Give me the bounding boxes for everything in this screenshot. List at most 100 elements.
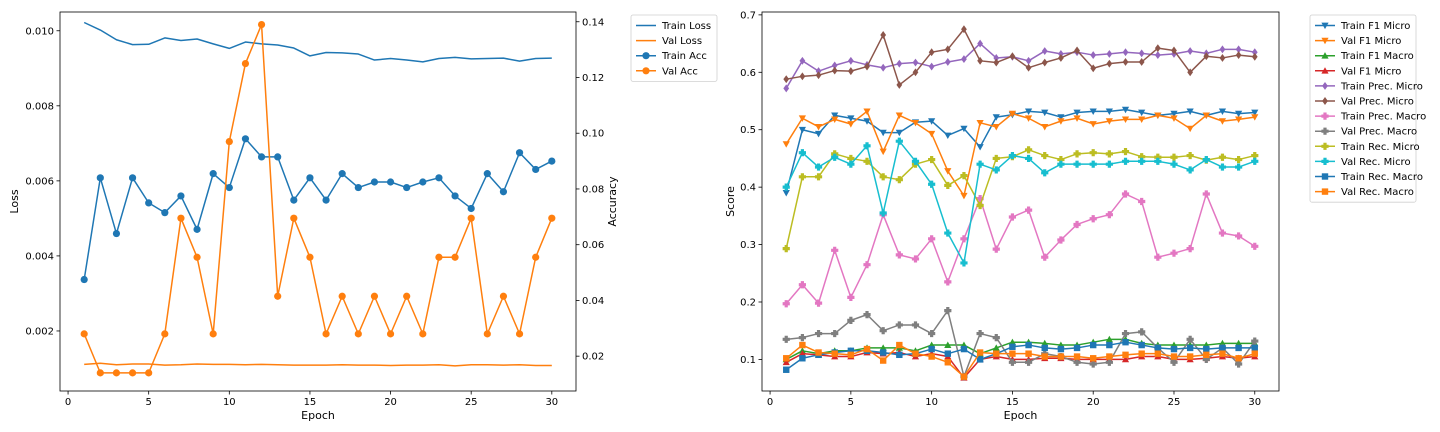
data-point [912,68,919,77]
data-point [1105,335,1113,343]
data-point [944,341,952,348]
data-point [831,246,839,254]
data-point [1170,110,1178,118]
data-point [209,330,217,338]
y-axis-label: Loss [8,189,21,213]
data-point [960,125,968,133]
data-point [1154,350,1162,357]
legend-marker [1321,67,1329,74]
data-point [799,355,806,362]
data-point [928,235,936,243]
data-point [992,114,1000,121]
data-point [1121,116,1130,123]
data-point [944,278,952,286]
data-point [112,369,121,377]
series-val-rec-micro [782,137,1259,267]
data-point [386,178,395,186]
data-point [1235,110,1243,118]
data-point [895,137,903,145]
x-tick-label: 25 [465,397,478,408]
data-point [145,199,153,207]
data-point [961,25,967,34]
data-point [1138,350,1145,357]
data-point [1251,337,1259,345]
data-point [1235,155,1243,164]
data-point [896,351,903,359]
data-point [322,330,330,338]
legend-entry: Val F1 Micro [1315,66,1401,77]
series-line-val-prec-macro [786,309,1256,378]
data-point [976,329,984,338]
data-point [1203,351,1210,359]
data-point [1009,52,1016,61]
data-point [1073,358,1081,366]
data-point [1138,49,1145,58]
data-point [992,333,1000,342]
data-point [306,174,314,182]
data-point [1203,52,1210,61]
data-point [1218,163,1227,171]
y2-tick-label: 0.14 [582,17,604,28]
legend-entry: Val Loss [636,36,702,47]
data-point [1073,150,1081,158]
data-point [992,166,1000,174]
data-point [847,293,855,301]
data-point [1025,341,1032,349]
data-point [1235,360,1243,368]
data-point [831,66,838,75]
data-point [1251,350,1258,357]
data-point [880,63,887,72]
data-point [944,307,952,315]
data-point [386,330,395,338]
legend-marker [1321,173,1329,180]
data-point [1090,64,1097,73]
data-point [928,345,935,353]
data-point [161,330,169,338]
data-point [274,292,282,300]
x-tick-label: 20 [384,397,397,408]
legend-label: Train Acc [661,51,707,62]
data-point [1105,358,1113,366]
data-point [435,253,443,261]
axes-frame [761,11,1280,392]
data-point [928,329,936,338]
y2-tick-label: 0.02 [582,352,604,363]
data-point [1170,160,1178,168]
data-point [1057,160,1065,168]
data-point [799,56,806,65]
series-val-loss [84,362,552,367]
data-point [161,209,169,217]
data-point [960,259,968,267]
legend-label: Val Prec. Macro [1341,127,1417,138]
data-point [1138,116,1146,123]
data-point [451,253,459,261]
data-point [1138,57,1145,66]
data-point [928,353,935,360]
data-point [1154,157,1162,165]
legend-box [630,14,718,82]
data-point [879,349,887,356]
data-point [1138,328,1146,336]
data-point [1041,339,1049,347]
data-point [1170,249,1178,257]
data-point [879,173,887,181]
x-tick-label: 15 [304,397,317,408]
y2-tick-label: 0.06 [582,240,604,251]
data-point [944,132,952,140]
legend-label: Val Loss [662,36,702,47]
data-point [1106,59,1113,68]
data-point [815,67,822,76]
data-point [1219,53,1226,62]
data-point [847,115,855,122]
data-point [1251,114,1259,121]
data-point [782,141,790,148]
data-point [880,31,887,39]
data-point [370,292,379,300]
data-point [499,292,508,300]
data-point [992,154,1000,163]
data-point [847,154,855,163]
data-point [944,181,952,190]
data-point [1202,112,1210,119]
data-point [831,329,839,338]
data-point [1009,350,1016,357]
